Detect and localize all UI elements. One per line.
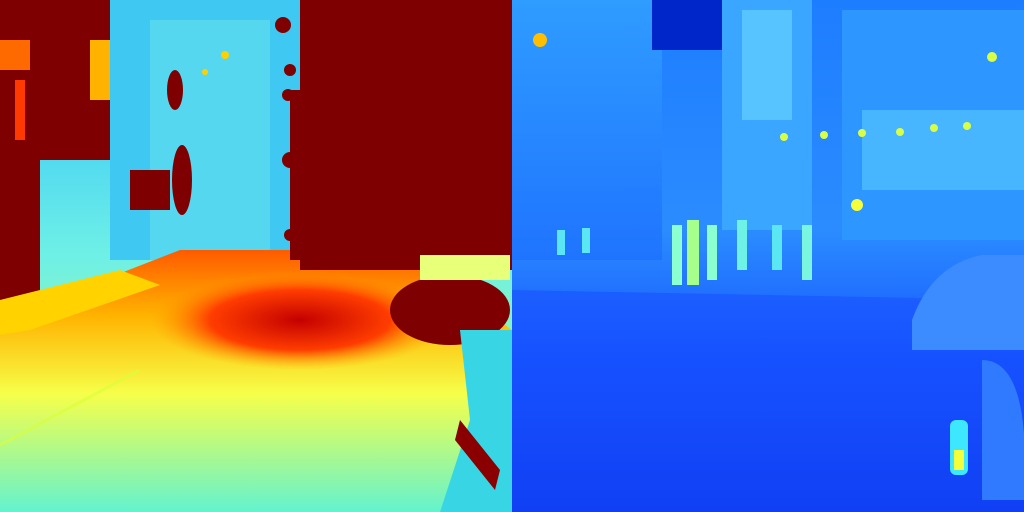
left-thermal-panel xyxy=(0,0,512,512)
right-thermal-panel xyxy=(512,0,1024,512)
left-thermal-image xyxy=(0,0,512,512)
right-thermal-image xyxy=(512,0,1024,512)
